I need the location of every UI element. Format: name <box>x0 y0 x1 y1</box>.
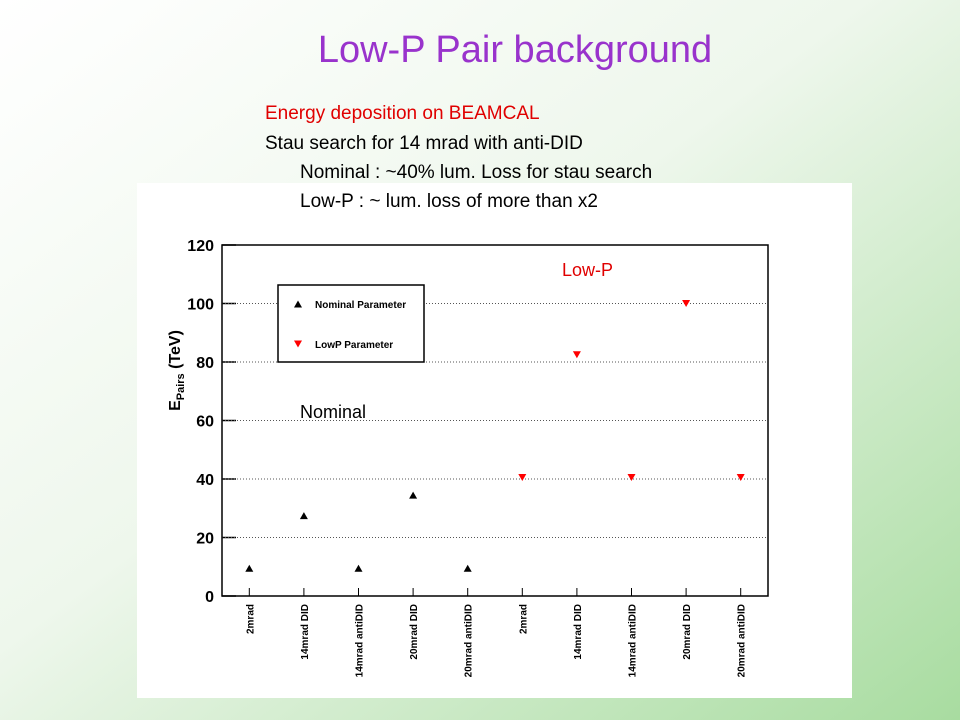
y-axis-label-part: E <box>167 400 184 411</box>
text-line: Energy deposition on BEAMCAL <box>265 103 540 124</box>
x-tick-label: 2mrad <box>245 604 256 634</box>
x-tick-label: 20mrad antiDID <box>737 604 748 677</box>
y-axis-label: EPairs (TeV) <box>167 330 187 411</box>
plot-frame <box>221 244 769 597</box>
legend-label: LowP Parameter <box>315 340 393 351</box>
y-tick-label: 40 <box>196 472 214 489</box>
y-tick-label: 120 <box>187 238 214 255</box>
point <box>627 474 636 482</box>
x-tick-label: 14mrad antiDID <box>628 604 639 677</box>
text-line: Stau search for 14 mrad with anti-DID <box>265 133 583 154</box>
x-tick-label: 20mrad DID <box>682 604 693 660</box>
y-tick-label: 80 <box>196 355 214 372</box>
x-tick-label: 20mrad antiDID <box>464 604 475 677</box>
y-tick-label: 20 <box>196 531 214 548</box>
y-tick-label: 0 <box>205 589 214 606</box>
chart-panel <box>137 183 852 698</box>
point <box>409 491 418 499</box>
legend-marker <box>294 300 302 308</box>
annotation: Low-P <box>562 260 613 280</box>
x-tick-label: 14mrad DID <box>300 604 311 660</box>
point <box>463 564 472 572</box>
y-axis-label-part: Pairs <box>175 373 187 400</box>
point <box>682 300 691 307</box>
point <box>572 351 581 359</box>
point <box>299 512 308 520</box>
point <box>354 564 363 572</box>
y-tick-label: 60 <box>196 414 214 431</box>
x-tick-label: 14mrad antiDID <box>355 604 366 677</box>
legend-marker <box>294 340 302 348</box>
x-tick-label: 14mrad DID <box>573 604 584 660</box>
legend-box <box>277 284 425 363</box>
text-line: Nominal : ~40% lum. Loss for stau search <box>300 162 652 183</box>
x-tick-label: 20mrad DID <box>409 604 420 660</box>
y-tick-label: 100 <box>187 297 214 314</box>
plot: 0 20 40 60 80 100 120 EPairs (TeV) 2mrad 14mrad D… <box>167 238 769 677</box>
slide-title: Low-P Pair background <box>318 29 712 71</box>
point <box>518 474 527 482</box>
point <box>736 474 745 482</box>
legend-label: Nominal Parameter <box>315 300 406 311</box>
y-axis-label-part: (TeV) <box>167 330 184 373</box>
text-line: Low-P : ~ lum. loss of more than x2 <box>300 191 598 212</box>
x-tick-label: 2mrad <box>518 604 529 634</box>
point <box>245 564 254 572</box>
annotation: Nominal <box>300 402 366 422</box>
